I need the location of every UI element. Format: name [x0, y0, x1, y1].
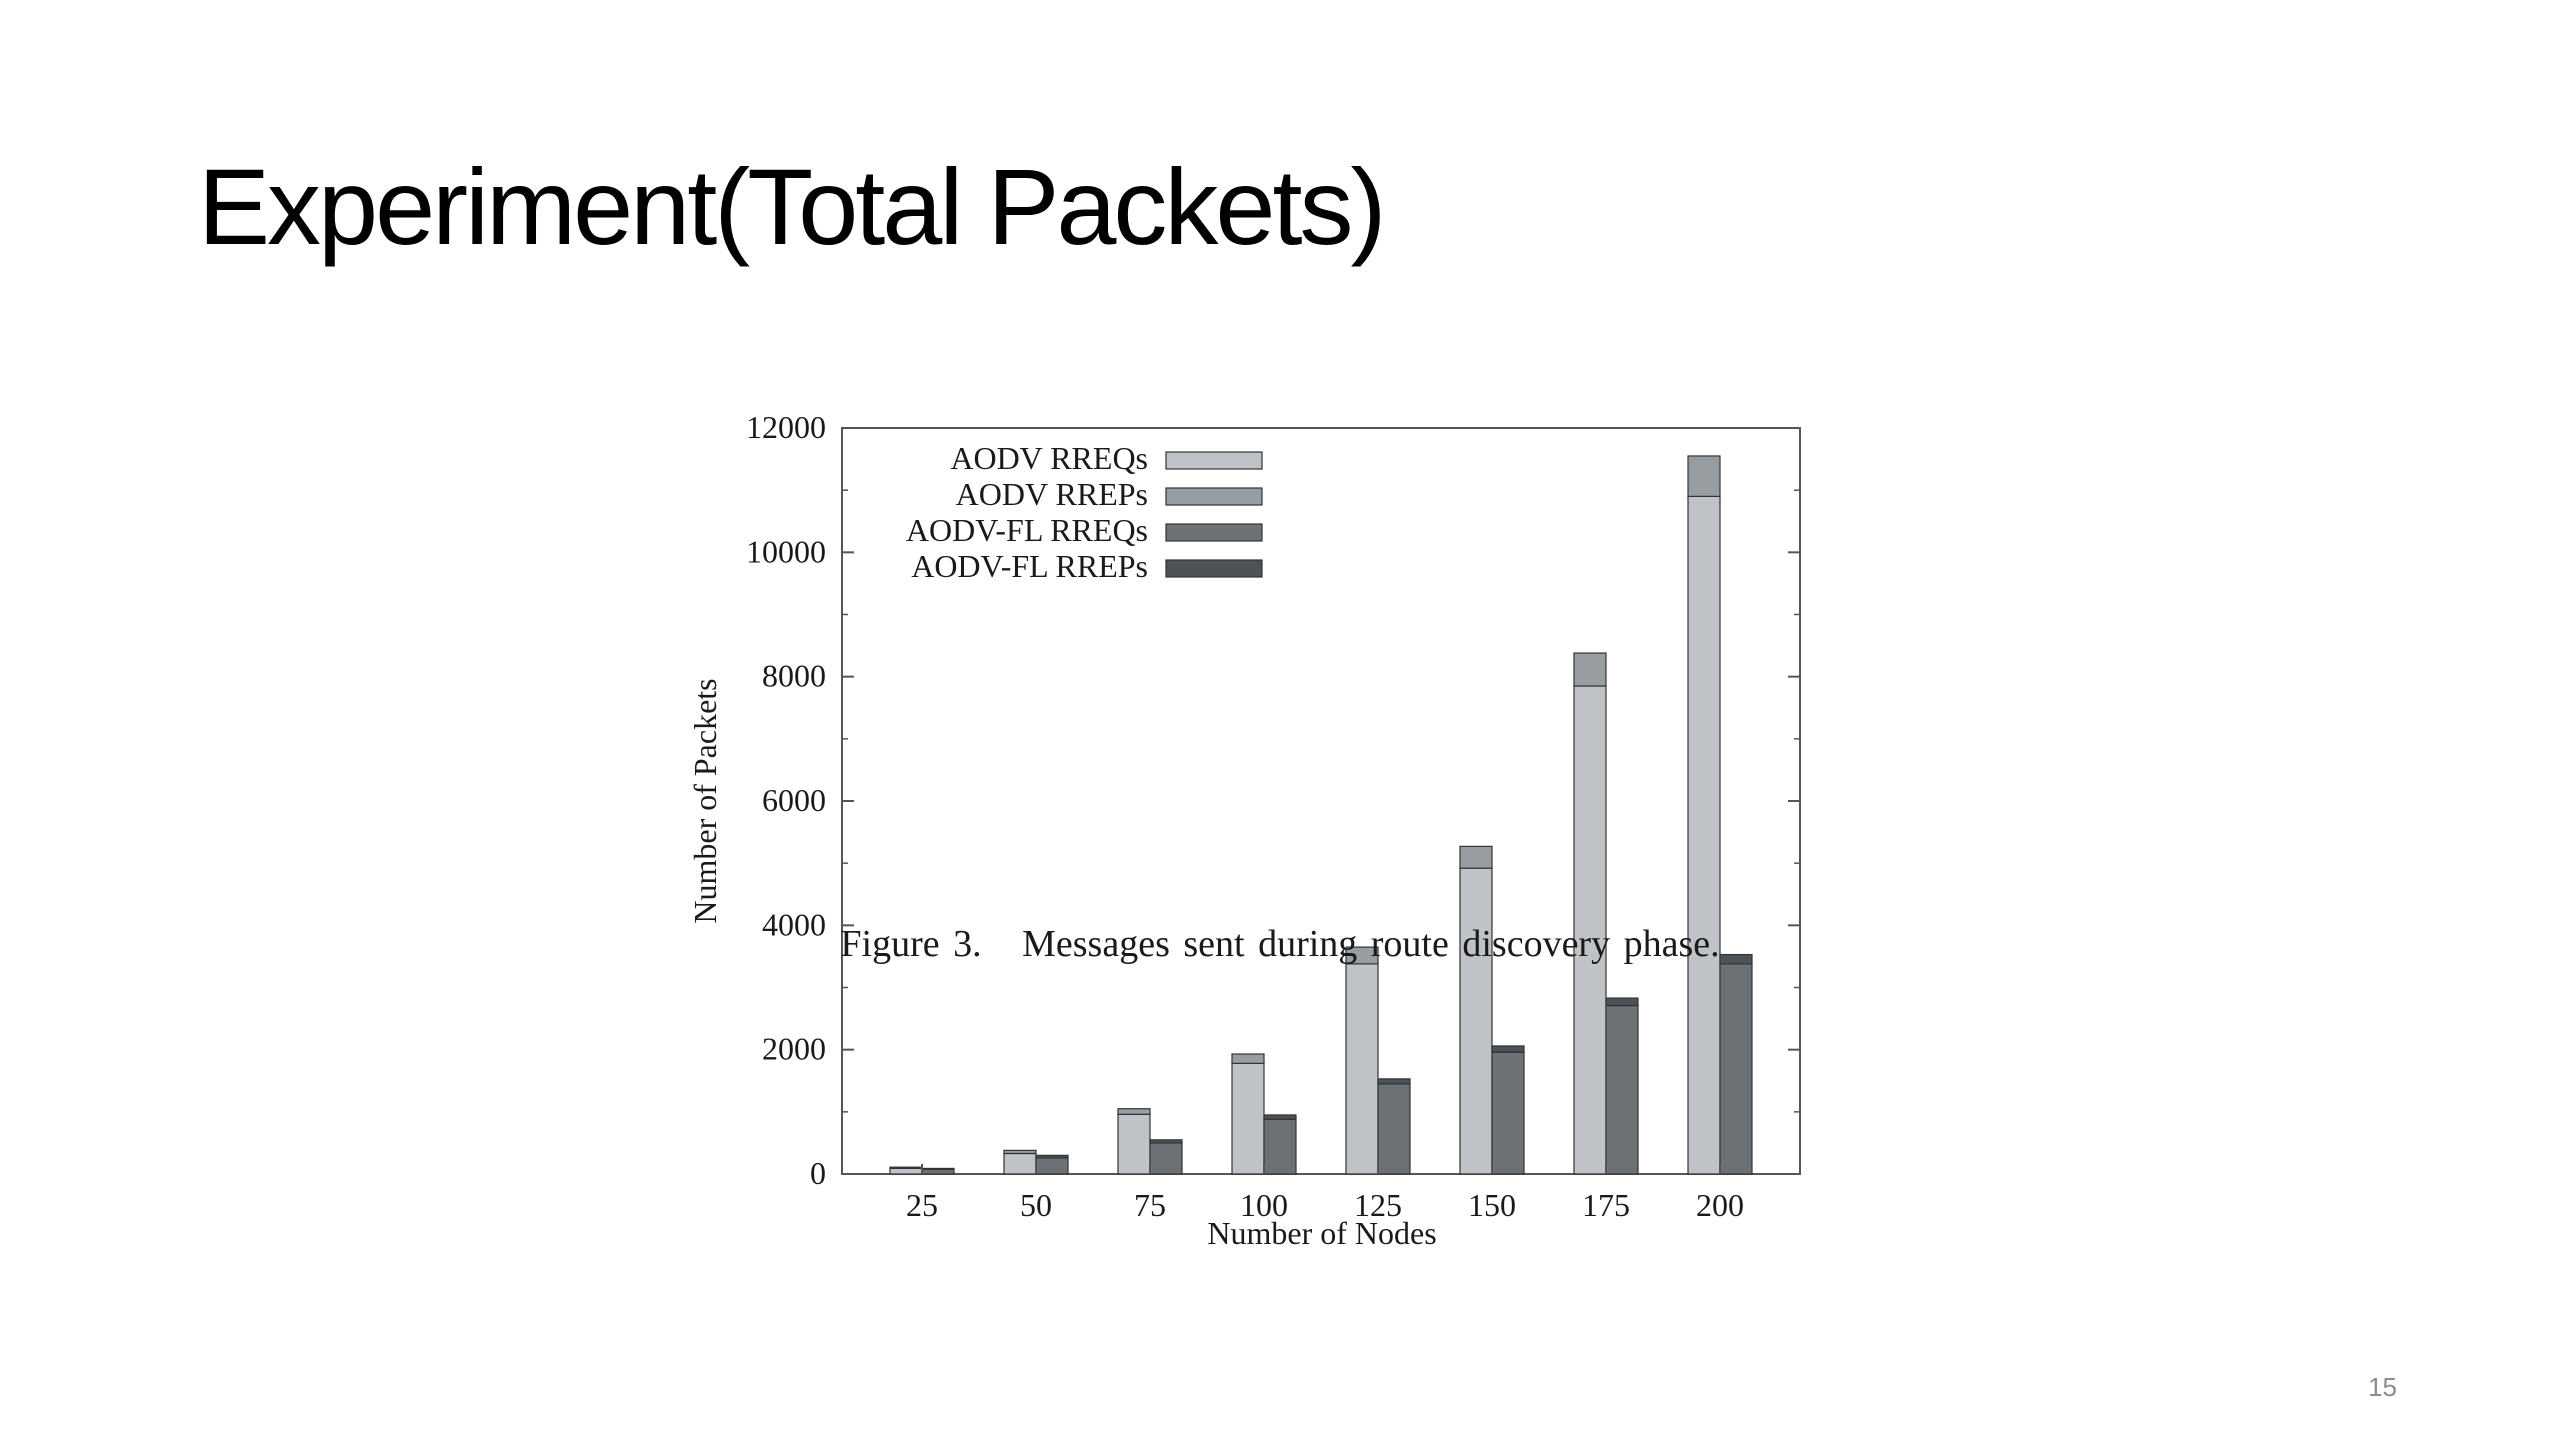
x-tick-label: 100 — [1240, 1187, 1288, 1223]
bar-aodv-rreps-50 — [1003, 1149, 1037, 1155]
bar-aodv-fl-rreqs-75 — [1149, 1142, 1183, 1175]
legend-label: AODV RREQs — [950, 440, 1148, 476]
page-number: 15 — [2368, 1372, 2397, 1402]
bar-aodv-rreqs-125 — [1345, 963, 1379, 1175]
y-tick-label: 8000 — [762, 658, 826, 694]
bar-aodv-rreps-100 — [1231, 1053, 1265, 1064]
x-tick-label: 75 — [1134, 1187, 1166, 1223]
y-tick-label: 2000 — [762, 1031, 826, 1067]
bar-aodv-rreqs-150 — [1459, 867, 1493, 1175]
x-axis-label: Number of Nodes — [1207, 1215, 1436, 1251]
legend-swatch — [1165, 523, 1263, 542]
y-tick-label: 6000 — [762, 782, 826, 818]
bar-aodv-fl-rreps-100 — [1263, 1114, 1297, 1120]
bar-aodv-rreqs-75 — [1117, 1113, 1151, 1175]
legend-swatch — [1165, 451, 1263, 470]
legend-label: AODV-FL RREQs — [906, 512, 1148, 548]
bar-aodv-fl-rreqs-125 — [1377, 1083, 1411, 1175]
figure-caption: Figure 3. Messages sent during route dis… — [840, 923, 1720, 965]
bar-aodv-rreqs-100 — [1231, 1062, 1265, 1175]
y-axis-label: Number of Packets — [687, 678, 723, 923]
bar-aodv-fl-rreqs-50 — [1035, 1157, 1069, 1175]
bar-aodv-rreqs-50 — [1003, 1152, 1037, 1175]
bar-aodv-rreps-75 — [1117, 1108, 1151, 1115]
bar-aodv-fl-rreps-25 — [921, 1167, 955, 1170]
bar-aodv-fl-rreqs-150 — [1491, 1051, 1525, 1175]
x-tick-label: 150 — [1468, 1187, 1516, 1223]
bar-aodv-rreps-150 — [1459, 845, 1493, 869]
x-tick-label: 200 — [1696, 1187, 1744, 1223]
bar-aodv-fl-rreps-75 — [1149, 1139, 1183, 1144]
bar-aodv-rreps-25 — [889, 1166, 923, 1170]
y-tick-label: 4000 — [762, 906, 826, 942]
slide-title: Experiment(Total Packets) — [198, 146, 1386, 267]
bar-aodv-fl-rreqs-100 — [1263, 1118, 1297, 1175]
bar-aodv-rreps-200 — [1687, 455, 1721, 497]
figure: 0 2000 4000 6000 8000 10000 12000 Number of Pac… — [660, 390, 1840, 1280]
bar-aodv-rreqs-200 — [1687, 495, 1721, 1175]
legend-swatch — [1165, 559, 1263, 578]
bar-aodv-rreqs-25 — [889, 1167, 923, 1175]
bar-aodv-rreps-125 — [1345, 946, 1379, 965]
x-tick-label: 125 — [1354, 1187, 1402, 1223]
x-tick-label: 50 — [1020, 1187, 1052, 1223]
bar-aodv-rreqs-175 — [1573, 685, 1607, 1175]
bar-aodv-fl-rreps-50 — [1035, 1154, 1069, 1159]
legend-label: AODV RREPs — [956, 476, 1148, 512]
y-tick-label: 10000 — [746, 533, 826, 569]
legend-swatch — [1165, 487, 1263, 506]
x-tick-label: 175 — [1582, 1187, 1630, 1223]
bar-chart: 0 2000 4000 6000 8000 10000 12000 Number of Pac… — [687, 409, 1801, 1251]
y-tick-label: 12000 — [746, 409, 826, 445]
legend-label: AODV-FL RREPs — [911, 548, 1148, 584]
bar-aodv-rreps-175 — [1573, 652, 1607, 687]
y-tick-label: 0 — [810, 1155, 826, 1191]
bar-aodv-fl-rreqs-175 — [1605, 1004, 1639, 1175]
bar-aodv-fl-rreqs-200 — [1719, 963, 1753, 1175]
bar-aodv-fl-rreps-125 — [1377, 1078, 1411, 1085]
x-tick-label: 25 — [906, 1187, 938, 1223]
bar-aodv-fl-rreps-200 — [1719, 953, 1753, 965]
bar-aodv-fl-rreps-150 — [1491, 1045, 1525, 1053]
bar-aodv-fl-rreps-175 — [1605, 997, 1639, 1007]
bar-aodv-fl-rreqs-25 — [921, 1168, 955, 1175]
